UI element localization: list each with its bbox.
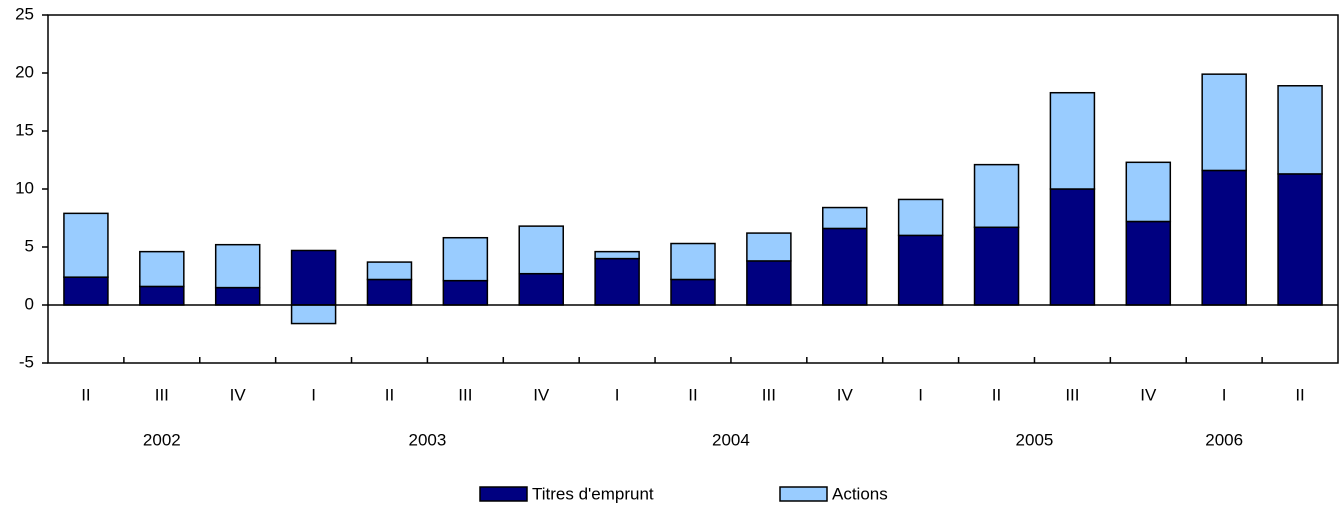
bar-segment bbox=[442, 236, 489, 282]
x-tick-label: IV bbox=[837, 385, 854, 404]
x-tick-label: II bbox=[688, 385, 697, 404]
bar-segment bbox=[366, 261, 413, 281]
bar-segment bbox=[897, 198, 944, 237]
bar-segment bbox=[670, 278, 716, 306]
year-label: 2003 bbox=[408, 430, 446, 449]
x-tick-label: II bbox=[385, 385, 394, 404]
x-tick-label: I bbox=[918, 385, 923, 404]
bar-segment bbox=[1049, 91, 1096, 190]
x-tick-label: II bbox=[992, 385, 1001, 404]
legend-label: Titres d'emprunt bbox=[532, 484, 654, 503]
bar-segment bbox=[518, 272, 564, 306]
x-tick-label: I bbox=[1222, 385, 1227, 404]
y-tick-label: 25 bbox=[15, 4, 34, 23]
bar-segment bbox=[594, 250, 640, 260]
bar-segment bbox=[1125, 161, 1172, 223]
bar-segment bbox=[366, 278, 413, 306]
bar-segment bbox=[1201, 73, 1247, 172]
x-tick-label: III bbox=[762, 385, 776, 404]
bar-segment bbox=[139, 285, 185, 306]
bar-segment bbox=[746, 232, 792, 262]
x-tick-label: II bbox=[1295, 385, 1304, 404]
x-tick-label: I bbox=[311, 385, 316, 404]
y-tick-label: 20 bbox=[15, 62, 34, 81]
x-tick-label: I bbox=[615, 385, 620, 404]
year-label: 2006 bbox=[1205, 430, 1243, 449]
bar-segment bbox=[1277, 85, 1323, 175]
x-tick-label: IV bbox=[230, 385, 247, 404]
bar-segment bbox=[214, 243, 261, 289]
y-tick-label: -5 bbox=[19, 352, 34, 371]
bar-segment bbox=[670, 242, 716, 281]
bar-segment bbox=[63, 276, 109, 306]
y-tick-label: 10 bbox=[15, 178, 34, 197]
bar-segment bbox=[290, 249, 337, 306]
year-label: 2005 bbox=[1016, 430, 1054, 449]
y-tick-label: 0 bbox=[25, 294, 34, 313]
bar-segment bbox=[1049, 188, 1096, 306]
legend-swatch bbox=[779, 486, 828, 502]
x-tick-label: IV bbox=[1140, 385, 1157, 404]
x-tick-label: III bbox=[1065, 385, 1079, 404]
legend-swatch bbox=[479, 486, 528, 502]
bar-segment bbox=[139, 250, 185, 288]
year-label: 2004 bbox=[712, 430, 750, 449]
legend-label: Actions bbox=[832, 484, 888, 503]
x-tick-label: III bbox=[155, 385, 169, 404]
year-label: 2002 bbox=[143, 430, 181, 449]
bar-segment bbox=[973, 226, 1020, 306]
bar-segment bbox=[1125, 220, 1172, 306]
bar-segment bbox=[897, 234, 944, 306]
y-tick-label: 5 bbox=[25, 236, 34, 255]
bar-segment bbox=[594, 257, 640, 306]
y-tick-label: 15 bbox=[15, 120, 34, 139]
x-tick-label: II bbox=[81, 385, 90, 404]
bar-segment bbox=[214, 286, 261, 306]
bar-segment bbox=[822, 227, 868, 306]
bar-segment bbox=[1201, 169, 1247, 306]
bar-segment bbox=[973, 163, 1020, 229]
bar-segment bbox=[442, 279, 489, 306]
bar-segment bbox=[63, 212, 109, 278]
bar-segment bbox=[1277, 173, 1323, 306]
x-tick-label: IV bbox=[533, 385, 550, 404]
bar-segment bbox=[822, 206, 868, 230]
bar-segment bbox=[518, 225, 564, 275]
bar-segment bbox=[746, 260, 792, 306]
bar-segment bbox=[290, 304, 337, 325]
x-tick-label: III bbox=[458, 385, 472, 404]
